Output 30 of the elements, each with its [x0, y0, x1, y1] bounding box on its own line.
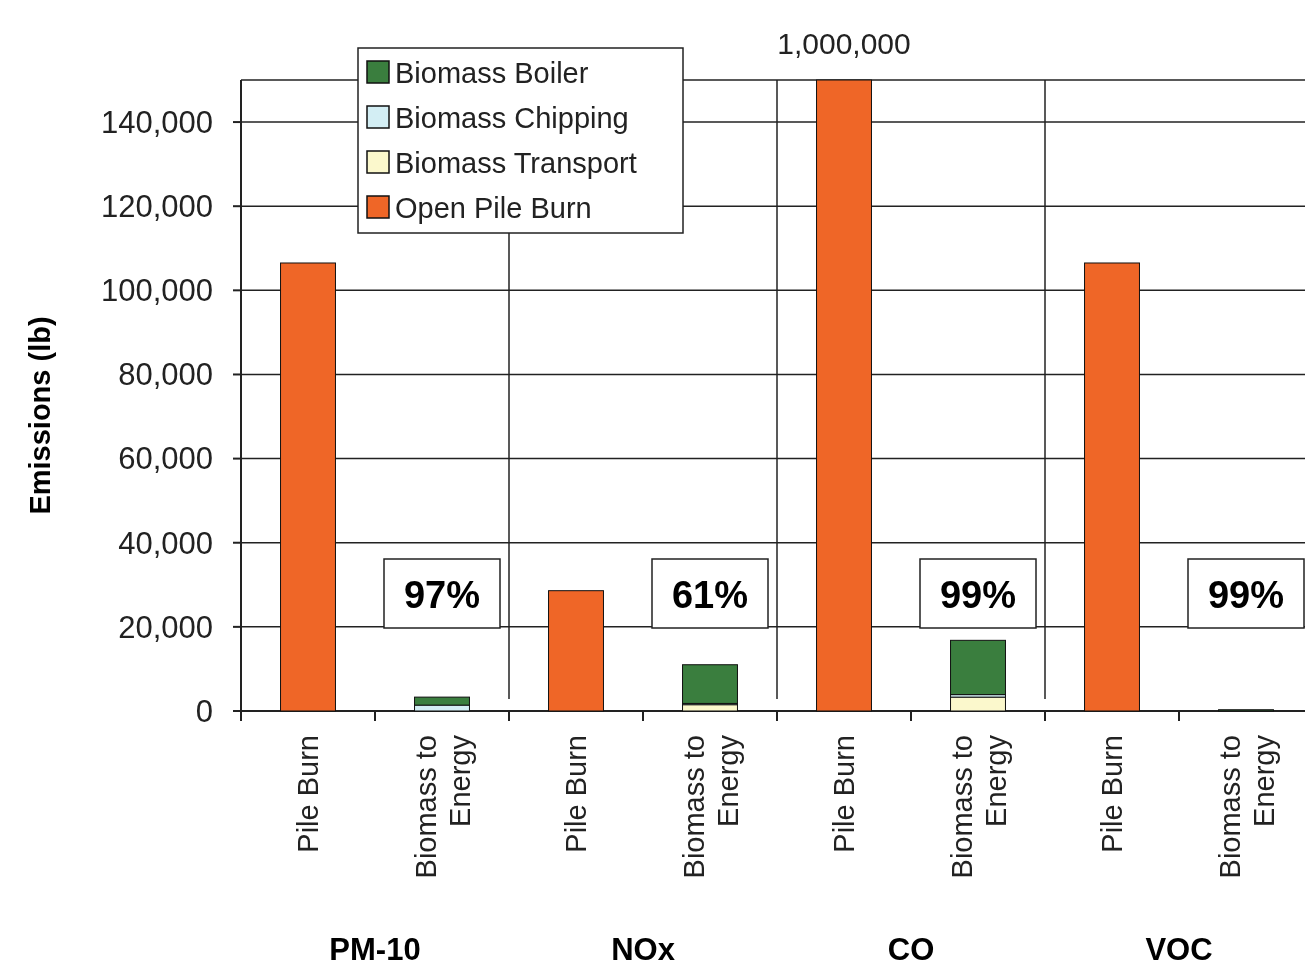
annotation: 99% — [939, 574, 1017, 616]
legend-label: Biomass Transport — [395, 147, 637, 180]
legend-label: Biomass Chipping — [395, 102, 629, 135]
x-tick-label: Biomass to Energy — [946, 734, 1012, 879]
annotation: 61% — [671, 574, 749, 616]
x-tick-label: Biomass to Energy — [410, 734, 476, 879]
x-tick-label: Biomass to Energy — [678, 734, 744, 879]
legend-label: Biomass Boiler — [395, 57, 589, 90]
annotation: 97% — [403, 574, 481, 616]
y-tick-label: 80,000 — [118, 357, 213, 393]
text: NOx — [611, 932, 676, 967]
text: VOC — [1145, 932, 1213, 967]
x-tick-label: Pile Burn — [1096, 735, 1128, 853]
x-tick-label: Pile Burn — [292, 735, 324, 853]
text: 1,000,000 — [777, 27, 911, 60]
y-tick-label: 120,000 — [100, 189, 213, 225]
text: CO — [887, 932, 935, 967]
y-axis-title: Emissions (lb) — [24, 316, 56, 515]
legend-label: Open Pile Burn — [395, 192, 592, 225]
y-tick-label: 20,000 — [118, 609, 213, 645]
x-tick-label: Pile Burn — [560, 735, 592, 853]
annotation: 99% — [1207, 574, 1285, 616]
y-tick-label: 0 — [195, 693, 213, 729]
y-tick-label: 60,000 — [118, 441, 213, 477]
y-tick-label: 100,000 — [100, 273, 213, 309]
text: PM-10 — [329, 932, 421, 967]
x-tick-label: Pile Burn — [828, 735, 860, 853]
y-tick-label: 140,000 — [100, 104, 213, 140]
x-tick-label: Biomass to Energy — [1214, 734, 1280, 879]
y-tick-label: 40,000 — [118, 525, 213, 561]
